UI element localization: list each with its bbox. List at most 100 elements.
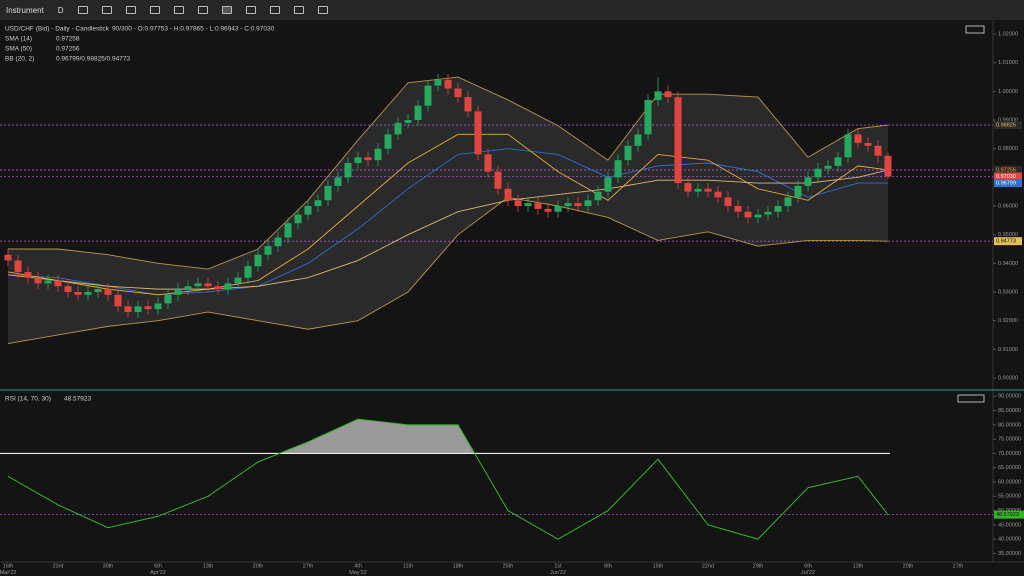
rsi-panel-controls[interactable]: [957, 394, 985, 403]
candle-body: [834, 157, 842, 166]
x-tick-day: 27th: [303, 563, 314, 569]
indicator-value: 0.97258: [56, 36, 80, 43]
y-tick-label: 0.96000: [998, 203, 1018, 209]
x-tick-day: 30th: [103, 563, 114, 569]
candle-body: [864, 142, 872, 146]
delete-tool[interactable]: [173, 6, 184, 14]
layout-tool[interactable]: [197, 6, 208, 14]
candle-body: [194, 283, 202, 287]
share-tool[interactable]: [245, 6, 256, 14]
expand-button[interactable]: [965, 25, 985, 34]
candle-body: [644, 99, 652, 135]
candle-body: [364, 157, 372, 161]
candle-body: [24, 271, 32, 278]
candle-body: [784, 197, 792, 207]
candle-body: [294, 214, 302, 224]
candle-body: [54, 280, 62, 287]
candle-body: [404, 120, 412, 123]
period-menu[interactable]: D: [57, 5, 64, 15]
x-tick-day: 8th: [604, 563, 612, 569]
rsi-y-tick-label: 65.00000: [998, 465, 1021, 471]
candle-body: [704, 188, 712, 192]
indicator-value: 0.96799/0.98825/0.94773: [56, 56, 130, 63]
candle-body: [574, 203, 582, 207]
x-tick-day: 29th: [753, 563, 764, 569]
candle-body: [794, 185, 802, 198]
candle-body: [214, 286, 222, 290]
rsi-line: [7, 418, 889, 540]
candle-body: [424, 85, 432, 106]
candle-body: [464, 97, 472, 112]
indicator-tool[interactable]: [125, 6, 136, 14]
bb-band: [8, 77, 888, 344]
text-tool[interactable]: [149, 6, 160, 14]
y-tick-label: 1.01000: [998, 60, 1018, 66]
y-tick-label: 0.91000: [998, 347, 1018, 353]
candle-body: [164, 294, 172, 304]
rsi-y-tick-label: 35.00000: [998, 551, 1021, 557]
candle-body: [44, 280, 52, 284]
instrument-menu[interactable]: Instrument: [6, 5, 44, 15]
candle-body: [714, 191, 722, 198]
theme-tool[interactable]: [269, 6, 280, 14]
candle-body: [584, 200, 592, 207]
candle-body: [854, 134, 862, 143]
y-tick-label: 0.95000: [998, 232, 1018, 238]
candle-body: [874, 145, 882, 156]
x-tick-day: 18th: [453, 563, 464, 569]
candle-body: [14, 260, 22, 272]
candle-body: [724, 197, 732, 207]
chart-title: USD/CHF (Bid) - Daily - Candlestick: [5, 26, 110, 33]
candle-body: [314, 200, 322, 207]
candle-body: [84, 291, 92, 295]
x-tick-day: 16th: [3, 563, 14, 569]
candle-body: [64, 286, 72, 292]
price-tag-label: 0.98825: [996, 122, 1016, 128]
x-tick-day: 25th: [503, 563, 514, 569]
candle-body: [824, 165, 832, 169]
x-tick-month: May'22: [349, 570, 367, 576]
language-tool[interactable]: [293, 6, 304, 14]
candle-body: [114, 294, 122, 307]
candle-body: [494, 171, 502, 189]
window-tool[interactable]: [317, 6, 328, 14]
price-tag: [994, 172, 1022, 181]
measure-tool[interactable]: [101, 6, 112, 14]
candle-body: [434, 79, 442, 86]
rsi-y-tick-label: 45.00000: [998, 522, 1021, 528]
price-tag: [994, 179, 1022, 188]
indicator-name: BB (20, 2): [5, 56, 34, 63]
candle-body: [634, 134, 642, 146]
toolbar: Instrument D: [0, 0, 1024, 20]
bb-lower-line: [7, 196, 889, 345]
fit-tool[interactable]: [221, 6, 232, 14]
candle-body: [884, 155, 892, 177]
candle-body: [744, 211, 752, 218]
candle-body: [504, 188, 512, 201]
candle-body: [694, 188, 702, 192]
candle-body: [394, 122, 402, 135]
rsi-y-tick-label: 85.00000: [998, 408, 1021, 414]
candle-body: [474, 111, 482, 155]
candle-body: [334, 177, 342, 186]
candle-body: [564, 203, 572, 207]
candle-body: [774, 206, 782, 212]
rsi-y-tick-label: 40.00000: [998, 537, 1021, 543]
price-tag-label: 0.97030: [996, 174, 1016, 180]
x-tick-day: 11th: [403, 563, 413, 569]
price-tag-label: 0.94773: [996, 239, 1016, 245]
price-tag-label: 0.97256: [996, 167, 1016, 173]
candle-body: [684, 183, 692, 192]
x-tick-month: Jul'22: [801, 570, 815, 576]
candle-body: [274, 237, 282, 247]
candle-body: [764, 211, 772, 215]
x-tick-day: 6th: [804, 563, 812, 569]
candle-body: [544, 208, 552, 212]
price-tag-label: 0.96799: [996, 181, 1016, 187]
draw-tool[interactable]: [77, 6, 88, 14]
rsi-y-tick-label: 55.00000: [998, 494, 1021, 500]
price-panel: [0, 74, 993, 345]
candle-body: [234, 277, 242, 284]
ohlc-summary: 90/300 - O:0.97753 - H:0.97865 - L:0.969…: [112, 26, 275, 33]
candle-body: [124, 306, 132, 313]
